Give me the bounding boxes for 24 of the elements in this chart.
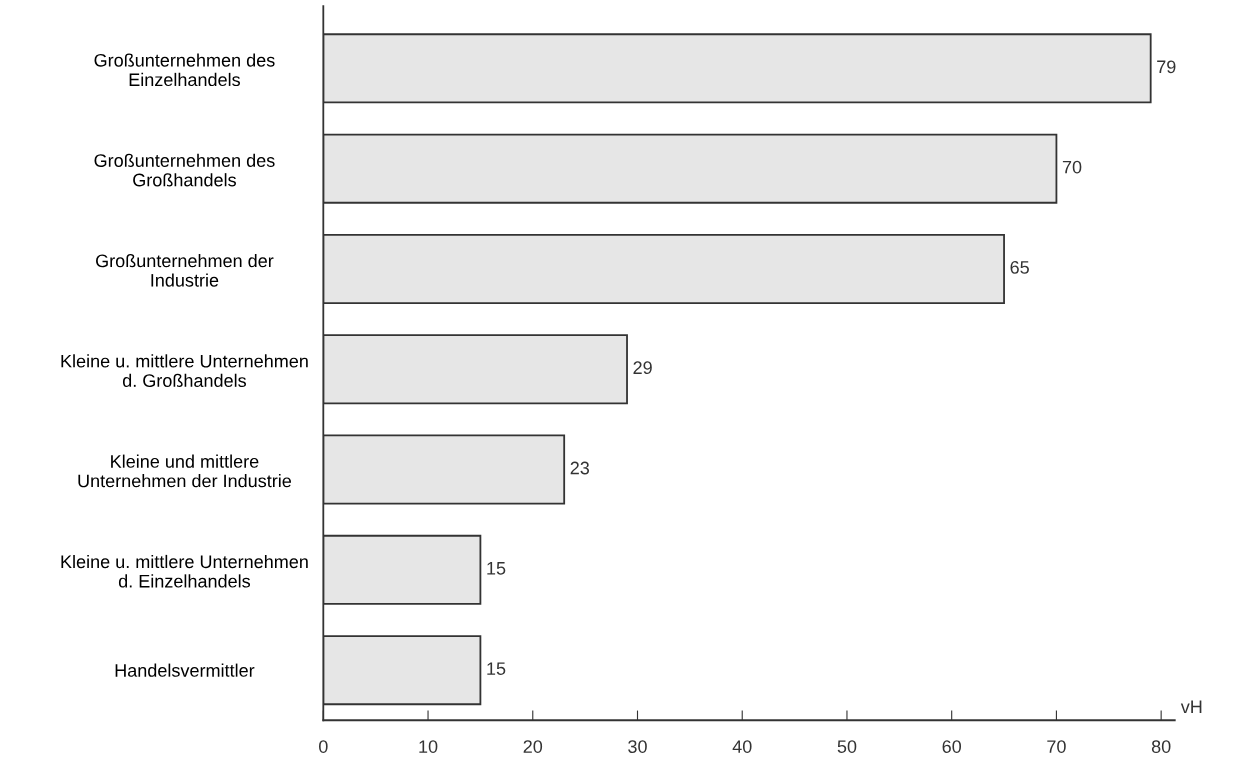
x-axis-title: vH — [1180, 700, 1202, 713]
y-tick-label: Großunternehmen des Großhandels — [94, 153, 275, 187]
x-tick-label: 60 — [942, 740, 962, 753]
data-label: 23 — [570, 461, 590, 475]
x-tick-label: 10 — [419, 740, 438, 753]
data-label: 29 — [633, 361, 652, 375]
x-tick-label: 80 — [1151, 740, 1171, 753]
y-tick-label: Kleine u. mittlere Unternehmen d. Großhandels — [61, 354, 308, 387]
y-tick-label: Kleine u. mittlere Unternehmen d. Einzelhandels — [61, 554, 308, 588]
x-tick-label: 70 — [1047, 740, 1066, 753]
y-tick-label: Großunternehmen des Einzelhandels — [94, 53, 275, 87]
data-label: 70 — [1062, 160, 1082, 174]
x-tick-label: 30 — [628, 740, 647, 753]
x-tick-label: 20 — [523, 740, 543, 753]
data-label: 15 — [487, 662, 506, 675]
y-tick-label: Kleine und mittlere Unternehmen der Industrie — [78, 454, 292, 488]
x-tick-label: 0 — [318, 740, 328, 753]
data-label: 79 — [1157, 60, 1176, 74]
x-tick-label: 40 — [732, 740, 752, 753]
x-tick-label: 50 — [837, 740, 857, 753]
data-label: 15 — [487, 562, 506, 575]
y-tick-label: Großunternehmen der Industrie — [96, 253, 274, 287]
y-tick-label: Handelsvermittler — [115, 663, 255, 677]
data-label: 65 — [1010, 261, 1029, 274]
